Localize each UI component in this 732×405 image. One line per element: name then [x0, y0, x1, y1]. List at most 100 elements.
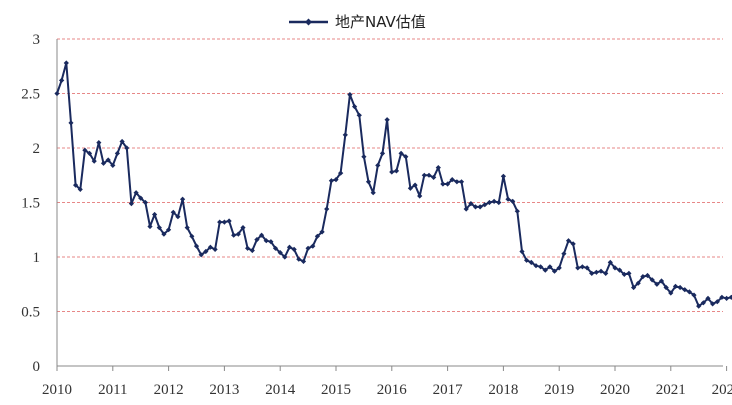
data-point	[612, 265, 618, 271]
x-axis-tick-labels: 2010 2011 2012 2013 2014 2015 2016 2017 2018 2019…	[42, 366, 732, 398]
data-point	[719, 294, 725, 300]
data-point	[491, 198, 497, 204]
data-point	[347, 92, 353, 98]
data-point	[672, 283, 679, 289]
data-point	[575, 265, 581, 271]
data-point	[668, 290, 674, 296]
legend: 地产NAV估值	[289, 13, 426, 31]
x-tick-label: 2020	[600, 382, 630, 398]
data-point	[626, 270, 632, 276]
data-point	[268, 239, 274, 245]
data-point	[156, 225, 162, 231]
data-point	[561, 251, 567, 257]
data-point	[226, 218, 232, 224]
data-point	[584, 265, 590, 271]
data-point	[542, 267, 548, 273]
data-point	[486, 199, 493, 206]
data-point	[96, 140, 102, 146]
data-point	[379, 150, 386, 156]
data-point	[431, 174, 437, 180]
data-point	[128, 201, 134, 207]
data-point	[291, 246, 297, 252]
data-point	[142, 199, 148, 206]
x-tick-label: 2019	[544, 382, 574, 398]
data-point	[621, 271, 627, 277]
data-point	[686, 289, 692, 295]
data-point	[105, 157, 111, 163]
data-point	[510, 198, 516, 204]
data-point	[472, 204, 479, 210]
data-point	[207, 244, 213, 250]
x-tick-label: 2013	[209, 382, 239, 398]
data-point	[180, 196, 186, 202]
data-point	[240, 225, 246, 231]
data-point	[421, 172, 427, 178]
data-point	[589, 270, 595, 276]
data-point	[63, 60, 69, 66]
data-point	[305, 245, 311, 251]
data-point	[356, 112, 362, 118]
y-tick-label: 0.5	[21, 305, 40, 321]
y-tick-label: 1	[33, 250, 41, 266]
data-point	[477, 204, 483, 210]
data-point	[445, 181, 451, 187]
data-point	[393, 168, 400, 174]
data-point	[714, 299, 720, 305]
data-point	[189, 233, 195, 239]
data-point	[245, 245, 251, 251]
data-point	[482, 202, 488, 208]
data-point	[500, 173, 506, 179]
data-point	[203, 248, 209, 255]
data-point	[100, 160, 107, 166]
data-point	[110, 162, 116, 168]
data-point	[524, 257, 530, 263]
data-point	[603, 270, 609, 276]
x-tick-label: 2010	[42, 382, 72, 398]
data-point	[384, 117, 390, 123]
data-point	[193, 243, 200, 249]
data-point	[700, 300, 706, 306]
data-point	[352, 104, 358, 110]
data-point	[407, 185, 413, 191]
data-point	[342, 132, 348, 138]
data-point	[166, 227, 172, 233]
data-point	[649, 277, 655, 283]
gridlines	[57, 38, 723, 312]
data-point	[328, 178, 334, 184]
series-line	[56, 62, 732, 308]
data-point	[417, 193, 423, 199]
data-point	[682, 287, 688, 293]
data-point	[170, 209, 176, 215]
data-point	[691, 292, 697, 298]
data-point	[644, 272, 651, 279]
data-point	[319, 229, 325, 235]
data-point	[361, 154, 367, 160]
y-tick-label: 2	[33, 141, 41, 157]
data-point	[370, 190, 376, 196]
data-point	[440, 181, 446, 187]
data-point	[449, 177, 455, 183]
data-point	[77, 186, 83, 192]
data-point	[259, 232, 265, 238]
y-tick-label: 3	[33, 32, 41, 48]
data-point	[505, 196, 511, 202]
data-point	[710, 301, 716, 307]
data-point	[263, 238, 269, 244]
data-point	[82, 147, 88, 153]
data-point	[333, 177, 339, 183]
data-point	[598, 268, 604, 274]
data-point	[375, 162, 381, 168]
data-point	[454, 179, 460, 185]
data-point	[277, 250, 283, 256]
x-tick-label: 2018	[488, 382, 518, 398]
data-point	[547, 264, 553, 270]
data-point	[458, 179, 465, 185]
x-tick-label: 2012	[154, 382, 184, 398]
data-point	[617, 267, 623, 273]
data-point	[412, 182, 418, 188]
data-point	[286, 244, 293, 250]
data-point	[54, 90, 60, 97]
data-point	[300, 258, 307, 264]
